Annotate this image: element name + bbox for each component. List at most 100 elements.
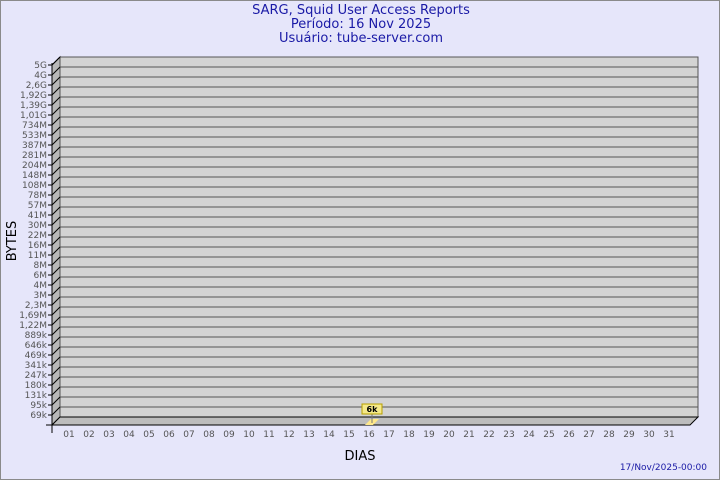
grid-diagonal	[51, 266, 61, 276]
grid-diagonal	[51, 176, 61, 186]
grid-diagonal	[51, 346, 61, 356]
grid-diagonal	[51, 376, 61, 386]
x-tick-label: 29	[623, 430, 635, 440]
grid-diagonal	[51, 76, 61, 86]
grid-diagonal	[51, 86, 61, 96]
y-axis-label: BYTES	[5, 221, 20, 262]
y-tick-label: 41M	[28, 211, 47, 221]
y-tick-label: 22M	[28, 231, 47, 241]
x-tick-label: 04	[123, 430, 135, 440]
x-axis-label: DIAS	[345, 449, 376, 464]
y-tick-label: 148M	[22, 171, 47, 181]
y-tick-label: 1,22M	[19, 321, 47, 331]
grid-diagonal	[51, 66, 61, 76]
x-tick-label: 31	[663, 430, 674, 440]
grid-diagonal	[51, 156, 61, 166]
y-tick-label: 341k	[25, 361, 48, 371]
x-tick-label: 16	[363, 430, 375, 440]
x-tick-label: 08	[203, 430, 215, 440]
x-tick-label: 17	[383, 430, 394, 440]
grid-diagonal	[51, 276, 61, 286]
grid-diagonal	[51, 326, 61, 336]
y-tick-label: 387M	[22, 141, 47, 151]
x-tick-label: 06	[163, 430, 175, 440]
y-tick-label: 4M	[34, 281, 48, 291]
y-tick-label: 1,39G	[20, 101, 47, 111]
y-tick-label: 1,92G	[20, 91, 47, 101]
grid-diagonal	[51, 286, 61, 296]
grid-diagonal	[51, 136, 61, 146]
x-tick-label: 12	[283, 430, 294, 440]
y-tick-label: 11M	[28, 251, 47, 261]
x-tick-label: 25	[543, 430, 554, 440]
y-tick-label: 180k	[25, 381, 48, 391]
grid-diagonal	[51, 166, 61, 176]
y-tick-label: 2,6G	[26, 81, 47, 91]
x-tick-label: 20	[443, 430, 455, 440]
grid-diagonal	[51, 336, 61, 346]
x-tick-label: 21	[463, 430, 474, 440]
grid-diagonal	[51, 106, 61, 116]
grid-diagonal	[51, 196, 61, 206]
grid-diagonal	[51, 146, 61, 156]
y-tick-label: 6M	[34, 271, 48, 281]
grid-diagonal	[51, 316, 61, 326]
x-tick-label: 01	[63, 430, 74, 440]
grid-diagonal	[51, 56, 61, 66]
grid-diagonal	[51, 116, 61, 126]
grid-diagonal	[51, 406, 61, 416]
grid-diagonal	[51, 296, 61, 306]
y-tick-label: 1,69M	[19, 311, 47, 321]
y-tick-label: 734M	[22, 121, 47, 131]
grid-diagonal	[51, 126, 61, 136]
y-tick-label: 469k	[25, 351, 48, 361]
grid-diagonal	[51, 206, 61, 216]
x-tick-label: 05	[143, 430, 154, 440]
y-tick-label: 247k	[25, 371, 48, 381]
x-tick-label: 24	[523, 430, 535, 440]
x-tick-label: 28	[603, 430, 615, 440]
grid-diagonal	[51, 386, 61, 396]
x-tick-label: 07	[183, 430, 194, 440]
grid-diagonal	[51, 306, 61, 316]
x-tick-label: 27	[583, 430, 594, 440]
y-tick-label: 3M	[34, 291, 48, 301]
x-tick-label: 23	[503, 430, 514, 440]
grid-diagonal	[51, 186, 61, 196]
y-tick-label: 4G	[34, 71, 47, 81]
y-tick-label: 5G	[34, 61, 47, 71]
x-tick-label: 15	[343, 430, 354, 440]
y-tick-label: 78M	[28, 191, 47, 201]
chart-period: Período: 16 Nov 2025	[290, 17, 432, 32]
grid-diagonal	[51, 356, 61, 366]
y-tick-label: 69k	[30, 411, 47, 421]
x-tick-label: 30	[643, 430, 655, 440]
y-tick-label: 2,3M	[25, 301, 47, 311]
y-tick-label: 30M	[28, 221, 47, 231]
footer-timestamp: 17/Nov/2025-00:00	[620, 463, 707, 473]
y-tick-label: 204M	[22, 161, 47, 171]
y-tick-label: 281M	[22, 151, 47, 161]
grid-diagonal	[51, 246, 61, 256]
grid-diagonal	[51, 396, 61, 406]
x-tick-label: 26	[563, 430, 575, 440]
x-tick-label: 09	[223, 430, 235, 440]
y-tick-label: 1,01G	[20, 111, 47, 121]
x-tick-label: 14	[323, 430, 335, 440]
y-tick-label: 533M	[22, 131, 47, 141]
y-tick-label: 95k	[30, 401, 47, 411]
x-tick-label: 22	[483, 430, 494, 440]
y-tick-label: 646k	[25, 341, 48, 351]
y-tick-label: 16M	[28, 241, 47, 251]
x-tick-label: 18	[403, 430, 415, 440]
chart-user: Usuário: tube-server.com	[278, 31, 444, 46]
data-label-box	[361, 403, 383, 415]
x-tick-label: 02	[83, 430, 94, 440]
y-tick-label: 57M	[28, 201, 47, 211]
y-tick-label: 108M	[22, 181, 47, 191]
grid-diagonal	[51, 96, 61, 106]
x-tick-label: 10	[243, 430, 255, 440]
x-tick-label: 13	[303, 430, 314, 440]
